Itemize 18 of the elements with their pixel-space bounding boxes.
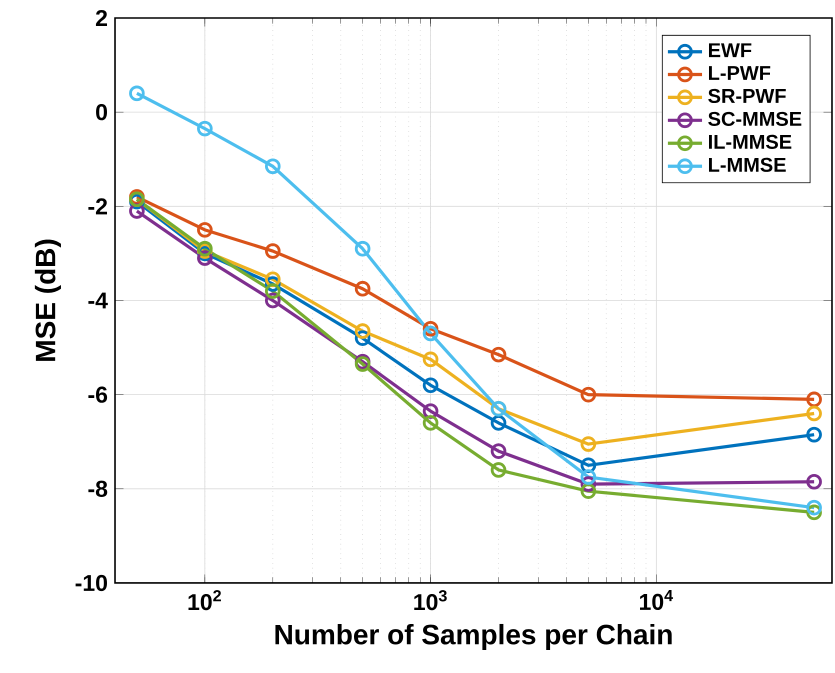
x-axis-title: Number of Samples per Chain bbox=[275, 624, 672, 650]
legend-label: L-MMSE bbox=[708, 158, 786, 172]
y-tick-label: 0 bbox=[96, 104, 108, 120]
legend-label: SC-MMSE bbox=[708, 112, 802, 126]
legend-label: SR-PWF bbox=[708, 88, 786, 104]
x-tick-label: 10$^{2}$ bbox=[188, 590, 221, 610]
y-tick-label: 2 bbox=[96, 10, 108, 26]
y-tick-label: -4 bbox=[88, 292, 108, 308]
y-tick-label: -2 bbox=[88, 198, 108, 214]
legend-label: IL-MMSE bbox=[708, 134, 792, 149]
x-tick-label: 10$^{3}$ bbox=[414, 590, 447, 610]
y-tick-label: -8 bbox=[88, 480, 108, 497]
legend-label: EWF bbox=[708, 43, 752, 58]
y-tick-label: -6 bbox=[88, 386, 108, 403]
x-tick-label: 10$^{4}$ bbox=[640, 590, 674, 610]
legend-label: L-PWF bbox=[708, 66, 770, 80]
y-axis-title: MSE (dB) bbox=[34, 240, 61, 361]
y-tick-label: -10 bbox=[76, 574, 108, 592]
